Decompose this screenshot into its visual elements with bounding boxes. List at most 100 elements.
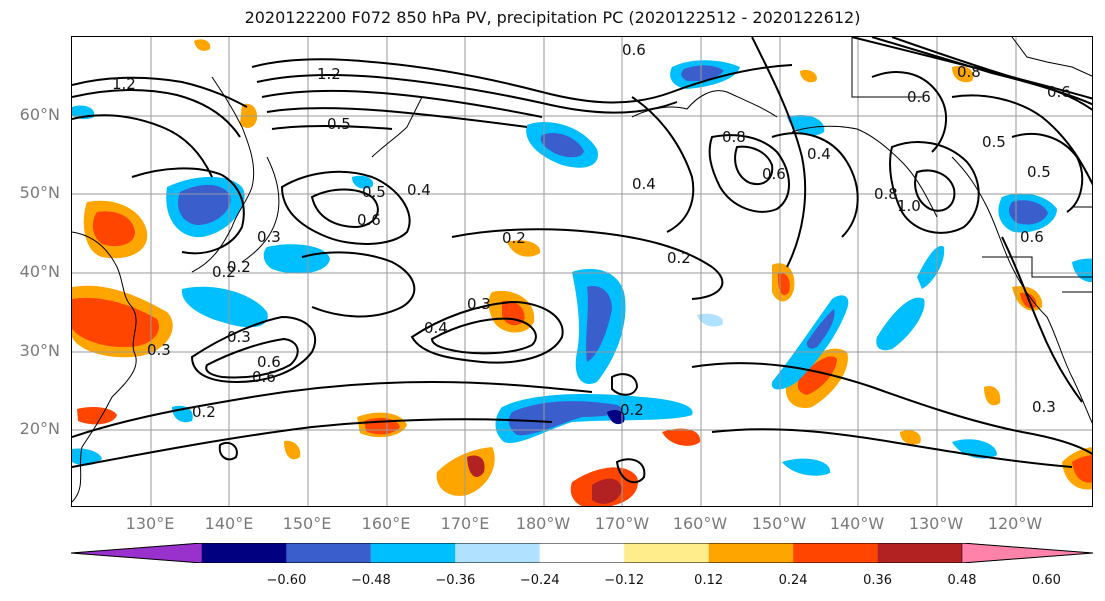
precipitation-shading: [72, 39, 1092, 506]
map-panel: 1.2 1.2 0.5 0.5 0.6 0.3 0.2 0.2 0.3 0.4 …: [71, 36, 1093, 507]
colorbar-tick-label: 0.24: [778, 573, 808, 588]
lon-label-120w: 120°W: [987, 514, 1043, 533]
contour-label: 0.4: [407, 181, 431, 199]
precip-negative-core: [586, 286, 612, 362]
colorbar-extend-low: [71, 543, 203, 563]
colorbar-cell: [455, 543, 540, 563]
colorbar-cell: [877, 543, 962, 563]
contour-label: 0.8: [722, 128, 746, 146]
contour-label: 0.6: [357, 211, 381, 229]
contour-label: 0.5: [982, 133, 1006, 151]
precip-positive-region: [984, 385, 1001, 406]
precip-negative-region: [787, 114, 825, 136]
contour-label: 0.2: [502, 229, 526, 247]
colorbar-cell: [624, 543, 709, 563]
precip-negative-core: [681, 65, 724, 82]
lon-label-170e: 170°E: [440, 514, 490, 533]
contour-label: 0.2: [192, 403, 216, 421]
contour-label: 0.8: [957, 63, 981, 81]
precip-positive-region: [194, 39, 211, 51]
contour-label: 0.5: [362, 183, 386, 201]
map-title: 2020122200 F072 850 hPa PV, precipitatio…: [244, 8, 861, 27]
map-canvas: 1.2 1.2 0.5 0.5 0.6 0.3 0.2 0.2 0.3 0.4 …: [72, 37, 1092, 506]
precip-negative-region: [782, 458, 831, 476]
colorbar-tick-label: −0.24: [519, 573, 560, 588]
coastlines: [72, 37, 1092, 503]
colorbar-tick-label: −0.60: [266, 573, 307, 588]
colorbar-cell: [708, 543, 794, 563]
colorbar-tick-label: −0.48: [350, 573, 391, 588]
contour-label: 0.6: [907, 88, 931, 106]
precip-negative-region: [917, 246, 945, 289]
precip-negative-core: [806, 309, 835, 349]
precip-negative-core: [607, 410, 625, 425]
contour-label: 0.2: [227, 258, 251, 276]
lat-label-50n: 50°N: [19, 183, 60, 202]
precip-positive-core: [92, 211, 135, 247]
colorbar-cell: [793, 543, 878, 563]
precip-negative-region: [352, 175, 374, 189]
colorbar-cells: [71, 543, 1093, 563]
precip-negative-region: [952, 439, 997, 459]
contour-labels: 1.2 1.2 0.5 0.5 0.6 0.3 0.2 0.2 0.3 0.4 …: [112, 41, 1071, 421]
lon-label-160e: 160°E: [361, 514, 411, 533]
precip-positive-region: [436, 447, 495, 496]
precip-positive-region: [284, 440, 301, 460]
contour-label: 0.2: [212, 263, 236, 281]
colorbar-cell: [370, 543, 456, 563]
graticule: [72, 37, 1092, 506]
precip-negative-region: [263, 244, 330, 274]
precip-positive-core: [592, 478, 622, 504]
colorbar-tick-label: −0.12: [604, 573, 645, 588]
lon-label-140e: 140°E: [204, 514, 254, 533]
precip-negative-core: [508, 401, 623, 436]
precip-positive-region: [800, 69, 817, 83]
colorbar-extend-high: [961, 543, 1093, 563]
colorbar-tick-label: 0.12: [694, 573, 724, 588]
precip-positive-core: [72, 297, 159, 348]
precip-negative-core: [540, 132, 584, 158]
contour-label: 0.2: [620, 401, 644, 419]
lon-label-130e: 130°E: [125, 514, 175, 533]
contour-label: 0.3: [257, 228, 281, 246]
contour-label: 1.2: [317, 65, 341, 83]
contour-label: 0.6: [257, 353, 281, 371]
contour-label: 0.5: [1027, 163, 1051, 181]
precip-negative-region: [876, 297, 925, 351]
precip-negative-region: [72, 448, 102, 466]
colorbar-tick-label: 0.48: [947, 573, 977, 588]
precip-positive-region: [900, 430, 921, 445]
contour-label: 0.4: [807, 145, 831, 163]
contour-label: 0.6: [1047, 83, 1071, 101]
precip-positive-core: [797, 356, 837, 395]
precip-positive-core: [777, 272, 790, 296]
lat-label-30n: 30°N: [19, 341, 60, 360]
lon-label-140w: 140°W: [829, 514, 885, 533]
lon-label-150e: 150°E: [282, 514, 332, 533]
lat-label-40n: 40°N: [19, 262, 60, 281]
precip-negative-core: [177, 184, 231, 225]
contour-label: 0.3: [467, 295, 491, 313]
lat-label-60n: 60°N: [19, 105, 60, 124]
lat-label-20n: 20°N: [19, 419, 60, 438]
precip-positive-core: [1072, 455, 1092, 483]
contour-label: 0.4: [632, 175, 656, 193]
contour-label: 0.3: [1032, 398, 1056, 416]
contour-label: 0.8: [874, 185, 898, 203]
contour-label: 0.3: [227, 328, 251, 346]
precip-negative-region: [697, 313, 723, 327]
colorbar-tick-label: 0.36: [863, 573, 893, 588]
contour-label: 0.2: [667, 249, 691, 267]
lon-label-180w: 180°W: [515, 514, 571, 533]
contour-label: 1.2: [112, 75, 136, 93]
precip-positive-region: [507, 240, 541, 257]
precip-positive-region: [77, 407, 117, 425]
lon-label-170w: 170°W: [594, 514, 650, 533]
contour-label: 0.6: [1020, 228, 1044, 246]
contour-label: 0.6: [762, 165, 786, 183]
lon-label-130w: 130°W: [908, 514, 964, 533]
precip-positive-region: [952, 65, 974, 83]
contour-label: 0.6: [622, 41, 646, 59]
lon-label-160w: 160°W: [672, 514, 728, 533]
colorbar-cell: [286, 543, 371, 563]
